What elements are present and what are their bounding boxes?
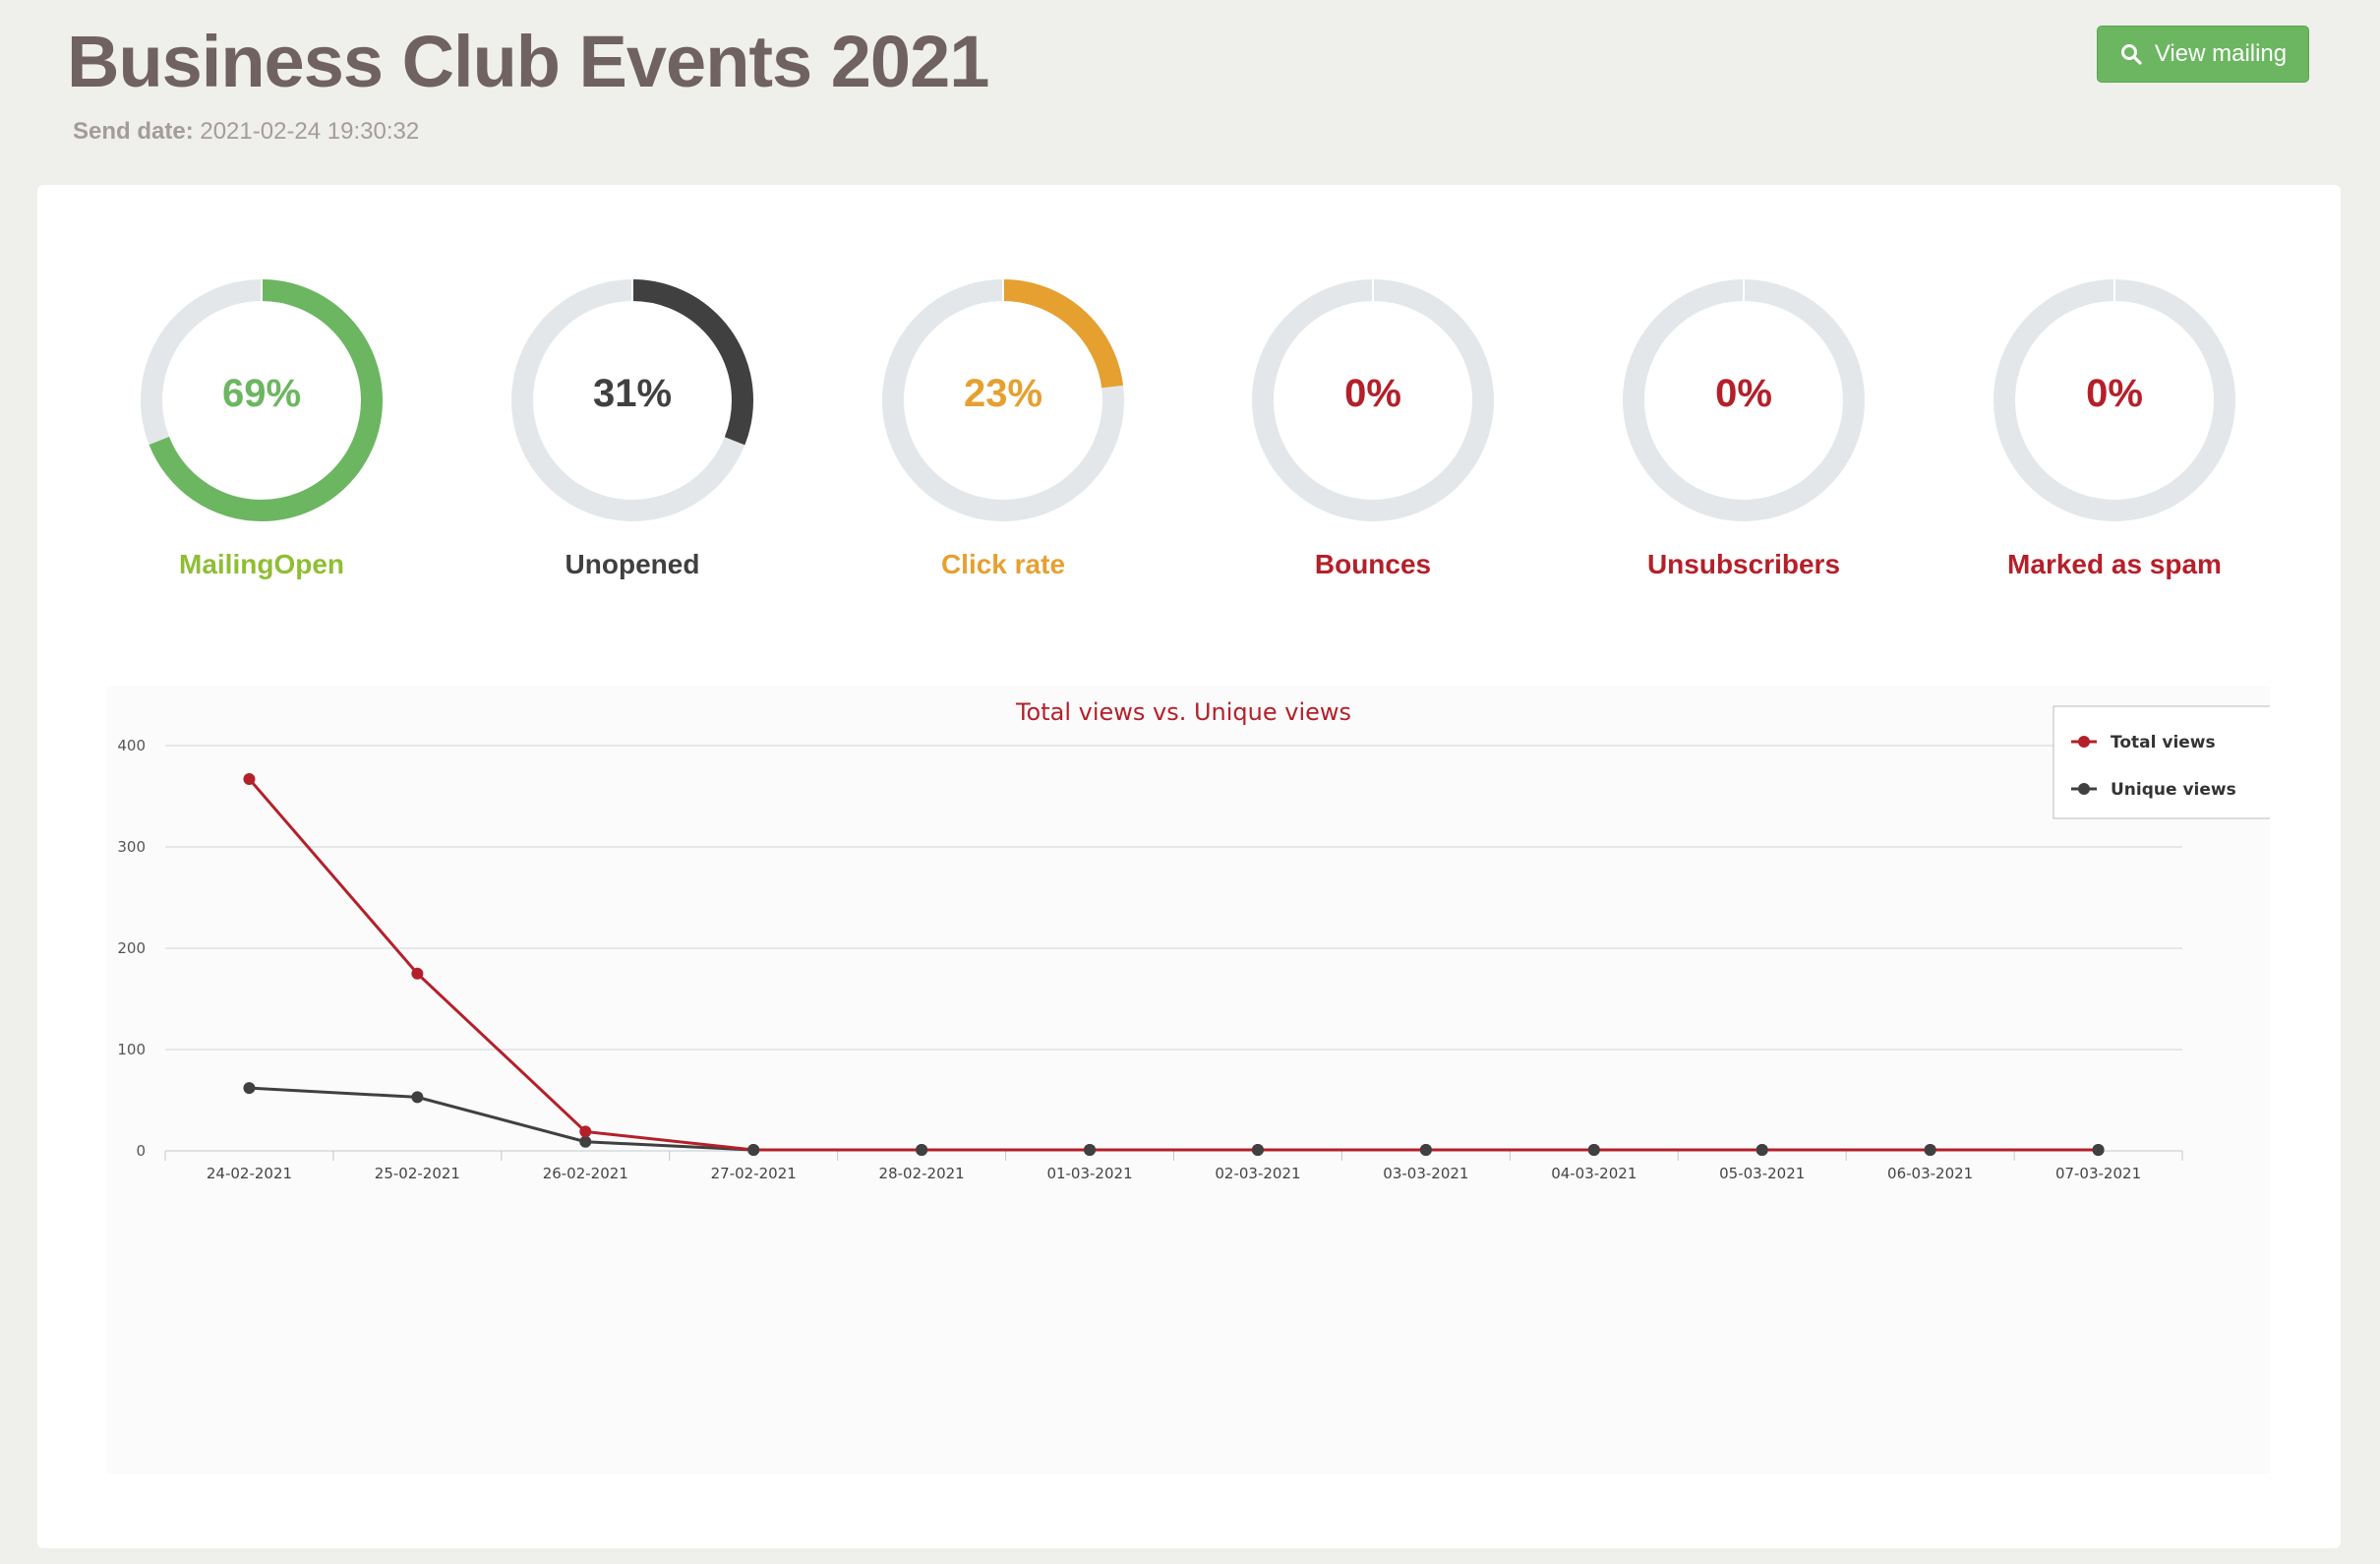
data-point <box>916 1143 928 1156</box>
view-mailing-button[interactable]: View mailing <box>2097 26 2309 83</box>
legend-label: Total views <box>2111 733 2216 752</box>
donut-label: Bounces <box>1314 549 1432 579</box>
donut-label: MailingOpen <box>179 549 344 579</box>
data-point <box>411 967 424 980</box>
data-point <box>1084 1143 1097 1156</box>
stat-click-rate: 23% Click rate <box>875 277 1131 580</box>
donut-ring <box>1252 279 1494 521</box>
x-tick-label: 01-03-2021 <box>1046 1165 1132 1182</box>
x-tick-label: 04-03-2021 <box>1551 1165 1636 1182</box>
data-point <box>411 1091 424 1104</box>
stat-mailingopen: 69% MailingOpen <box>134 277 389 580</box>
views-chart: Total views vs. Unique views 0 100 200 300 40… <box>106 687 2270 1474</box>
data-point <box>1251 1143 1264 1156</box>
stat-marked-as-spam: 0% Marked as spam <box>1987 277 2242 580</box>
x-tick-label: 02-03-2021 <box>1215 1165 1300 1182</box>
data-point <box>747 1143 760 1156</box>
series-line-unique-views <box>249 1086 2099 1152</box>
donut-percent: 69% <box>221 372 302 415</box>
x-tick-label: 24-02-2021 <box>207 1165 292 1182</box>
y-tick-label: 200 <box>117 939 146 957</box>
legend-swatch-marker <box>2078 783 2090 795</box>
donut-percent: 0% <box>1715 372 1772 415</box>
donut-ring <box>1993 279 2235 521</box>
donut-ring <box>511 279 753 521</box>
stat-unopened: 31% Unopened <box>505 277 760 580</box>
donut-percent: 23% <box>963 372 1043 415</box>
donut-percent: 31% <box>592 372 673 415</box>
stat-unsubscribers: 0% Unsubscribers <box>1616 277 1872 580</box>
x-tick-label: 28-02-2021 <box>879 1165 965 1182</box>
stat-bounces: 0% Bounces <box>1245 277 1501 580</box>
donut-ring <box>882 279 1124 521</box>
donut-label: Marked as spam <box>2007 549 2222 579</box>
stats-card: 69% MailingOpen 31% Unopened 23% Click rate 0%… <box>37 185 2341 1548</box>
donut-label: Unopened <box>565 549 700 579</box>
data-point <box>1755 1143 1768 1156</box>
send-date: Send date: 2021-02-24 19:30:32 <box>73 118 419 146</box>
x-tick-label: 05-03-2021 <box>1719 1165 1805 1182</box>
series-line-total-views <box>248 778 2099 1152</box>
legend-box <box>2053 705 2270 819</box>
donut-percent: 0% <box>2086 372 2143 415</box>
legend-swatch-marker <box>2078 736 2090 748</box>
data-point <box>1924 1143 1936 1156</box>
y-tick-label: 300 <box>117 838 146 856</box>
x-tick-label: 03-03-2021 <box>1383 1165 1468 1182</box>
data-point <box>579 1135 592 1148</box>
y-tick-label: 100 <box>117 1041 146 1058</box>
donut-percent: 0% <box>1344 372 1401 415</box>
search-icon <box>2119 42 2143 66</box>
x-tick-label: 06-03-2021 <box>1887 1165 1973 1182</box>
data-point <box>243 772 256 785</box>
donut-label: Unsubscribers <box>1646 549 1841 579</box>
y-tick-label: 0 <box>136 1142 146 1160</box>
x-tick-label: 07-03-2021 <box>2055 1165 2141 1182</box>
data-point <box>2092 1143 2105 1156</box>
data-point <box>243 1082 256 1095</box>
x-tick-label: 26-02-2021 <box>543 1165 628 1182</box>
donut-label: Click rate <box>940 549 1066 579</box>
x-tick-label: 27-02-2021 <box>711 1165 797 1182</box>
chart-title: Total views vs. Unique views <box>1015 698 1351 726</box>
page-title: Business Club Events 2021 <box>67 21 989 102</box>
data-point <box>1587 1143 1600 1156</box>
data-point <box>1419 1143 1432 1156</box>
donut-ring <box>1623 279 1865 521</box>
legend-label: Unique views <box>2111 780 2236 800</box>
donut-ring <box>141 279 383 521</box>
x-tick-label: 25-02-2021 <box>375 1165 460 1182</box>
y-tick-label: 400 <box>117 737 146 754</box>
send-date-value: 2021-02-24 19:30:32 <box>200 118 420 145</box>
send-date-label: Send date: <box>73 118 194 145</box>
data-point <box>579 1125 592 1138</box>
views-chart-svg: Total views vs. Unique views 0 100 200 300 40… <box>117 698 2270 1182</box>
view-mailing-label: View mailing <box>2154 40 2288 67</box>
